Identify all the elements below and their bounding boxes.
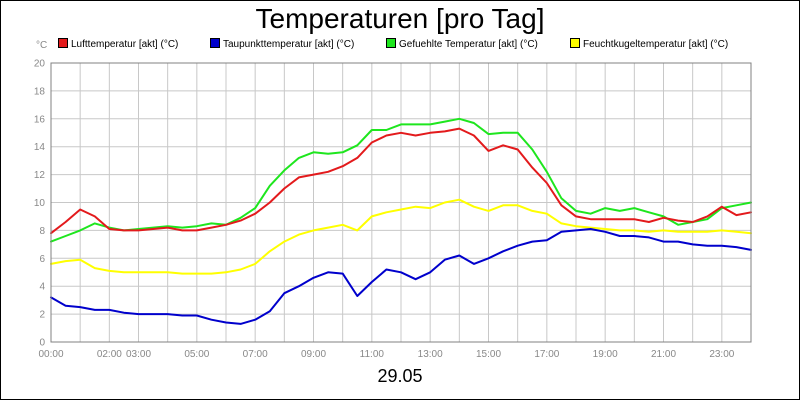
y-tick-label: 16	[34, 114, 46, 125]
legend-label-lufttemperatur: Lufttemperatur [akt] (°C)	[71, 39, 179, 50]
legend-swatch-taupunkttemperatur	[210, 38, 220, 48]
x-tick-label: 07:00	[243, 349, 268, 360]
x-tick-label: 00:00	[38, 349, 63, 360]
y-tick-label: 18	[34, 86, 46, 97]
y-tick-label: 8	[39, 226, 45, 237]
y-tick-label: 2	[39, 310, 45, 321]
gefuehlte-temperatur-line	[50, 117, 752, 243]
ticks: 0 2 4 6 8 10 12 14 16 18 20 00:00 02:00 03:00 05:00 07:…	[34, 59, 735, 361]
x-tick-label: 09:00	[301, 349, 326, 360]
x-tick-label: 21:00	[651, 349, 676, 360]
x-tick-label: 03:00	[126, 349, 151, 360]
y-axis-unit: °C	[36, 40, 48, 51]
y-tick-label: 10	[34, 198, 46, 209]
x-tick-label: 19:00	[593, 349, 618, 360]
y-tick-label: 14	[34, 142, 46, 153]
grid	[50, 62, 752, 343]
legend-item-feuchtkugeltemperatur: Feuchtkugeltemperatur [akt] (°C)	[570, 38, 728, 51]
x-tick-label: 17:00	[534, 349, 559, 360]
x-tick-label: 05:00	[184, 349, 209, 360]
y-tick-label: 20	[34, 59, 46, 70]
y-tick-label: 12	[34, 170, 46, 181]
legend-item-taupunkttemperatur: Taupunkttemperatur [akt] (°C)	[210, 38, 354, 51]
x-tick-label: 13:00	[418, 349, 443, 360]
y-tick-label: 0	[39, 338, 45, 349]
x-tick-label: 02:00	[97, 349, 122, 360]
chart-title: Temperaturen [pro Tag]	[255, 3, 545, 34]
y-tick-label: 6	[39, 254, 45, 265]
legend-swatch-gefuehlte-temperatur	[386, 38, 396, 48]
taupunkttemperatur-line	[50, 228, 752, 325]
plot-border	[50, 62, 752, 343]
legend-label-taupunkttemperatur: Taupunkttemperatur [akt] (°C)	[223, 39, 355, 50]
x-tick-label: 15:00	[476, 349, 501, 360]
x-axis-date-label: 29.05	[377, 366, 423, 386]
legend-item-lufttemperatur: Lufttemperatur [akt] (°C)	[58, 38, 178, 51]
legend-item-gefuehlte-temperatur: Gefuehlte Temperatur [akt] (°C)	[386, 38, 538, 51]
legend-swatch-lufttemperatur	[58, 38, 68, 48]
x-tick-label: 11:00	[360, 349, 385, 360]
y-tick-label: 4	[39, 282, 45, 293]
feuchtkugeltemperatur-line	[50, 198, 752, 275]
legend-swatch-feuchtkugeltemperatur	[570, 38, 580, 48]
series-layer	[50, 117, 752, 325]
legend-label-feuchtkugeltemperatur: Feuchtkugeltemperatur [akt] (°C)	[583, 39, 729, 50]
x-tick-label: 23:00	[709, 349, 734, 360]
lufttemperatur-line	[50, 127, 752, 235]
legend-label-gefuehlte-temperatur: Gefuehlte Temperatur [akt] (°C)	[399, 39, 538, 50]
